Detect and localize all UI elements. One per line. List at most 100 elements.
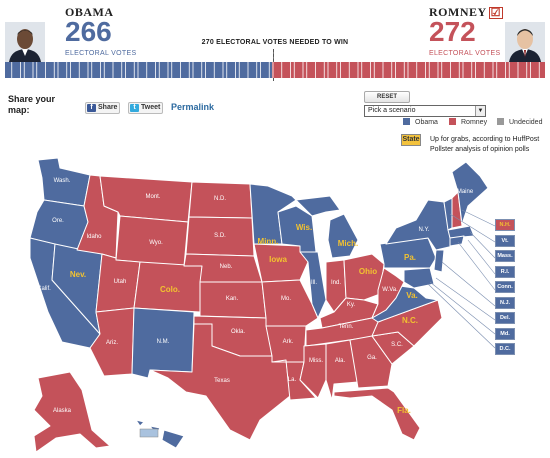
tossup-label-pa: Pa. xyxy=(404,253,416,262)
state-label-tenn: Tenn. xyxy=(339,324,354,330)
state-label-okla: Okla. xyxy=(231,329,245,335)
facebook-share-label: Share xyxy=(98,104,118,111)
electoral-vote-bar xyxy=(5,62,545,78)
state-iowa[interactable] xyxy=(253,243,309,283)
state-label-idaho: Idaho xyxy=(86,234,102,240)
state-label-maine: Maine xyxy=(457,189,474,195)
state-fla[interactable] xyxy=(333,387,421,441)
tossup-label-iowa: Iowa xyxy=(269,255,287,264)
state-box-ri[interactable]: R.I. xyxy=(495,265,515,278)
legend-label-undecided: Undecided xyxy=(509,119,543,126)
state-label-ark: Ark. xyxy=(283,339,294,345)
scenario-select[interactable]: Pick a scenario ▼ xyxy=(364,105,486,117)
tossup-label-va: Va. xyxy=(406,291,418,300)
legend-label-obama: Obama xyxy=(415,119,438,126)
state-label-wash: Wash. xyxy=(54,178,71,184)
us-electoral-map: Wash. Ore. Calif. Idaho Mont. Wyo. Utah … xyxy=(29,157,496,453)
state-label-ariz: Ariz. xyxy=(106,340,118,346)
state-ill[interactable] xyxy=(299,251,327,319)
scenario-select-value: Pick a scenario xyxy=(368,107,416,114)
state-label-sc: S.C. xyxy=(391,342,403,348)
state-label-ill: Ill. xyxy=(311,280,317,286)
winner-check-icon: ☑ xyxy=(488,7,504,19)
romney-photo xyxy=(505,22,545,62)
state-box-md[interactable]: Md. xyxy=(495,327,515,340)
state-mich[interactable] xyxy=(295,195,359,259)
legend-romney: Romney xyxy=(449,118,487,127)
state-md-region[interactable] xyxy=(403,267,435,289)
state-label-nd: N.D. xyxy=(214,196,226,202)
state-label-miss: Miss. xyxy=(309,358,323,364)
state-ga[interactable] xyxy=(349,335,393,389)
state-label-mo: Mo. xyxy=(281,296,291,302)
state-maine[interactable] xyxy=(451,161,489,225)
tossup-label-nc: N.C. xyxy=(402,316,418,325)
state-label-ga: Ga. xyxy=(367,355,377,361)
tossup-label-mich: Mich. xyxy=(338,239,358,248)
romney-electoral-votes: 272 xyxy=(429,16,476,47)
legend-swatch-obama xyxy=(403,118,410,125)
state-label-nm: N.M. xyxy=(157,339,170,345)
state-label-neb: Neb. xyxy=(220,264,233,270)
state-label-ind: Ind. xyxy=(331,280,341,286)
state-nj[interactable] xyxy=(433,249,445,273)
facebook-icon: f xyxy=(87,104,96,112)
romney-bar-segment xyxy=(271,62,545,78)
state-box-nj[interactable]: N.J. xyxy=(495,296,515,309)
tossup-label-ohio: Ohio xyxy=(359,267,377,276)
tossup-state-badge: State xyxy=(401,134,421,146)
reset-button[interactable]: RESET xyxy=(364,91,410,103)
state-label-calif: Calif. xyxy=(37,286,51,292)
tossup-label-nev: Nev. xyxy=(70,270,86,279)
state-wva[interactable] xyxy=(371,267,405,319)
state-box-mass[interactable]: Mass. xyxy=(495,250,515,262)
legend-undecided: Undecided xyxy=(497,118,542,127)
tossup-label-fla: Fla. xyxy=(397,406,411,415)
state-texas[interactable] xyxy=(149,323,291,441)
state-box-dc[interactable]: D.C. xyxy=(495,343,515,355)
obama-ev-label: ELECTORAL VOTES xyxy=(65,50,137,57)
state-box-nh[interactable]: N.H. xyxy=(495,219,515,231)
state-nh[interactable] xyxy=(451,191,463,229)
pollster-note: Up for grabs, according to HuffPost Poll… xyxy=(430,136,540,153)
votes-needed-text: 270 ELECTORAL VOTES NEEDED TO WIN xyxy=(201,39,349,46)
chevron-down-icon: ▼ xyxy=(475,106,485,116)
twitter-tweet-label: Tweet xyxy=(141,104,161,111)
twitter-icon: t xyxy=(130,104,139,112)
state-label-ky: Ky. xyxy=(347,302,356,308)
permalink-link[interactable]: Permalink xyxy=(171,102,215,112)
state-label-ala: Ala. xyxy=(335,358,346,364)
obama-photo xyxy=(5,22,45,62)
tossup-label-minn: Minn. xyxy=(258,237,279,246)
tossup-label-wis: Wis. xyxy=(296,223,312,232)
state-label-mont: Mont. xyxy=(145,194,160,200)
romney-ev-label: ELECTORAL VOTES xyxy=(429,50,501,57)
legend-swatch-undecided xyxy=(497,118,504,125)
state-label-alaska: Alaska xyxy=(53,408,72,414)
romney-name-text: ROMNEY xyxy=(429,5,487,19)
state-box-vt[interactable]: Vt. xyxy=(495,234,515,247)
twitter-tweet-button[interactable]: t Tweet xyxy=(128,102,164,114)
share-label: Share your map: xyxy=(8,94,56,115)
obama-bar-segment xyxy=(5,62,272,78)
state-box-del[interactable]: Del. xyxy=(495,312,515,324)
obama-name: OBAMA xyxy=(65,5,114,19)
state-label-texas: Texas xyxy=(214,378,230,384)
facebook-share-button[interactable]: f Share xyxy=(85,102,121,114)
state-label-wva: W.Va. xyxy=(382,287,398,293)
obama-electoral-votes: 266 xyxy=(65,16,112,47)
legend-label-romney: Romney xyxy=(461,119,488,126)
state-label-utah: Utah xyxy=(114,279,127,285)
legend-obama: Obama xyxy=(403,118,438,127)
legend-swatch-romney xyxy=(449,118,456,125)
state-label-la: La. xyxy=(288,377,297,383)
state-mo[interactable] xyxy=(261,279,319,327)
state-label-kan: Kan. xyxy=(226,296,239,302)
state-label-sd: S.D. xyxy=(214,233,226,239)
state-label-ore: Ore. xyxy=(52,218,64,224)
tossup-label-colo: Colo. xyxy=(160,285,180,294)
state-alaska[interactable] xyxy=(33,371,111,453)
state-box-conn[interactable]: Conn. xyxy=(495,281,515,293)
state-conn[interactable] xyxy=(449,235,465,247)
state-label-wyo: Wyo. xyxy=(149,240,163,246)
